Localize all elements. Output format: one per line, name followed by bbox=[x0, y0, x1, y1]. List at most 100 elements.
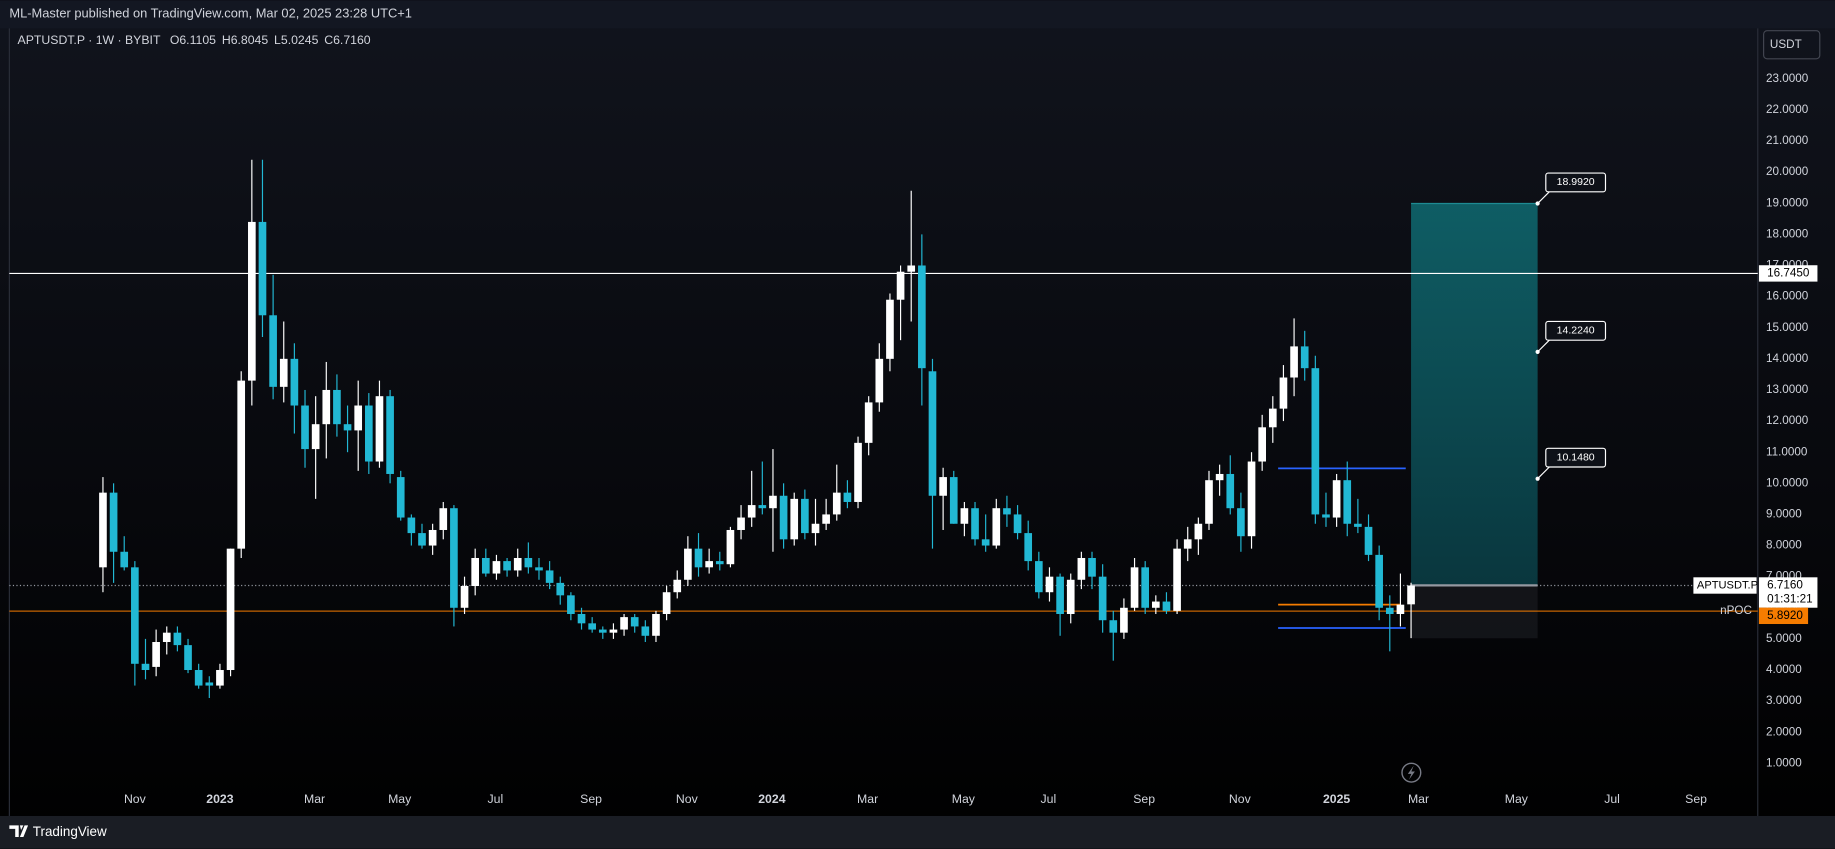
ohlc-values: O6.1105 H6.8045 L5.0245 C6.7160 bbox=[170, 33, 371, 47]
x-tick-label: Jul bbox=[488, 792, 504, 806]
target-label: 14.2240 bbox=[1557, 325, 1595, 337]
candle-body bbox=[216, 670, 224, 686]
y-tick-label: 12.0000 bbox=[1766, 414, 1809, 427]
symbol-legend: APTUSDT.P · 1W · BYBIT O6.1105 H6.8045 L5.0… bbox=[18, 33, 371, 47]
y-tick-label: 18.0000 bbox=[1766, 227, 1809, 240]
candle-body bbox=[832, 492, 841, 515]
candle-body bbox=[1279, 377, 1288, 409]
x-tick-label: Mar bbox=[857, 792, 878, 806]
candle-body bbox=[747, 505, 756, 518]
candle-body bbox=[450, 508, 458, 608]
x-tick-label: May bbox=[1505, 792, 1529, 806]
y-tick-label: 14.0000 bbox=[1766, 352, 1809, 365]
y-tick-label: 5.0000 bbox=[1766, 632, 1802, 645]
candle-body bbox=[396, 477, 405, 518]
y-tick-label: 3.0000 bbox=[1766, 694, 1802, 707]
candle-body bbox=[152, 642, 160, 667]
target-label: 10.1480 bbox=[1557, 451, 1595, 463]
candle-body bbox=[1311, 368, 1320, 515]
candle-body bbox=[886, 299, 894, 359]
candle-body bbox=[896, 271, 905, 300]
npoc-name: nPOC bbox=[1720, 604, 1752, 617]
brand-name[interactable]: TradingView bbox=[33, 824, 107, 839]
candle-body bbox=[630, 617, 639, 627]
resistance-label-box bbox=[1758, 265, 1818, 282]
candle-body bbox=[1332, 480, 1341, 518]
candle-body bbox=[705, 561, 713, 568]
candle-body bbox=[662, 592, 671, 615]
candle-body bbox=[279, 358, 288, 387]
symbol-label-box bbox=[1693, 577, 1757, 594]
candle-body bbox=[598, 629, 607, 633]
candle-body bbox=[801, 498, 809, 534]
candle-body bbox=[194, 670, 203, 686]
candle-body bbox=[1343, 480, 1352, 524]
target-pointer bbox=[1537, 191, 1550, 204]
candle-body bbox=[652, 614, 660, 636]
candle-body bbox=[875, 358, 884, 403]
currency-label[interactable]: USDT bbox=[1770, 38, 1802, 51]
candle-body bbox=[1066, 579, 1075, 615]
candle-body bbox=[109, 492, 118, 552]
candle-body bbox=[1258, 427, 1266, 462]
candle-body bbox=[513, 557, 522, 571]
y-tick-label: 10.0000 bbox=[1766, 476, 1809, 489]
candle-body bbox=[992, 508, 1001, 546]
ohlc-value: 5.0245 bbox=[281, 33, 319, 47]
npoc-label-box bbox=[1758, 607, 1809, 625]
candle-body bbox=[1205, 480, 1213, 524]
y-tick-label: 21.0000 bbox=[1766, 134, 1809, 147]
candle-body bbox=[811, 523, 820, 534]
candle-body bbox=[779, 495, 788, 540]
target-pointer bbox=[1537, 339, 1550, 353]
currency-button[interactable] bbox=[1763, 30, 1821, 60]
ohlc-key: L bbox=[274, 33, 281, 47]
candle-body bbox=[1396, 604, 1405, 615]
candle-body bbox=[471, 557, 480, 586]
candle-body bbox=[609, 629, 618, 633]
x-tick-label: 2024 bbox=[758, 792, 785, 806]
candle-body bbox=[577, 614, 586, 624]
candle-body bbox=[524, 557, 533, 568]
candle-body bbox=[971, 508, 979, 540]
candle-body bbox=[1003, 508, 1011, 515]
candle-body bbox=[535, 567, 543, 571]
candle-body bbox=[1322, 514, 1330, 518]
candle-body bbox=[503, 561, 511, 571]
npoc-label: 5.8920 bbox=[1767, 609, 1803, 622]
candle-body bbox=[949, 477, 958, 524]
candle-body bbox=[620, 617, 628, 630]
bottom-bar bbox=[0, 815, 1835, 849]
symbol-label: APTUSDT.P bbox=[1697, 579, 1758, 591]
replay-icon[interactable] bbox=[1401, 762, 1422, 783]
x-tick-label: 2025 bbox=[1323, 792, 1350, 806]
candle-body bbox=[864, 402, 873, 443]
candle-body bbox=[918, 265, 926, 369]
candle-body bbox=[184, 645, 192, 671]
x-tick-label: Jul bbox=[1041, 792, 1057, 806]
candle-body bbox=[481, 557, 490, 574]
x-tick-label: Sep bbox=[1685, 792, 1707, 806]
candle-body bbox=[1024, 533, 1033, 562]
candle-body bbox=[364, 405, 373, 462]
ohlc-key: C bbox=[324, 33, 333, 47]
candle-body bbox=[1120, 607, 1128, 633]
y-tick-label: 22.0000 bbox=[1766, 103, 1809, 116]
candle-body bbox=[790, 498, 799, 540]
x-tick-label: 2023 bbox=[206, 792, 233, 806]
candle-body bbox=[1162, 601, 1171, 611]
candle-body bbox=[694, 548, 703, 568]
candle-body bbox=[1109, 620, 1118, 633]
last-price-label: 6.7160 bbox=[1767, 579, 1803, 592]
candle-body bbox=[1354, 523, 1362, 527]
y-tick-label: 16.0000 bbox=[1766, 290, 1809, 303]
y-tick-label: 8.0000 bbox=[1766, 539, 1802, 552]
candle-body bbox=[428, 529, 437, 546]
x-tick-label: May bbox=[952, 792, 976, 806]
candle-body bbox=[737, 517, 745, 530]
candle-body bbox=[907, 265, 916, 272]
published-line: ML-Master published on TradingView.com, … bbox=[9, 6, 412, 21]
candle-body bbox=[726, 529, 735, 565]
